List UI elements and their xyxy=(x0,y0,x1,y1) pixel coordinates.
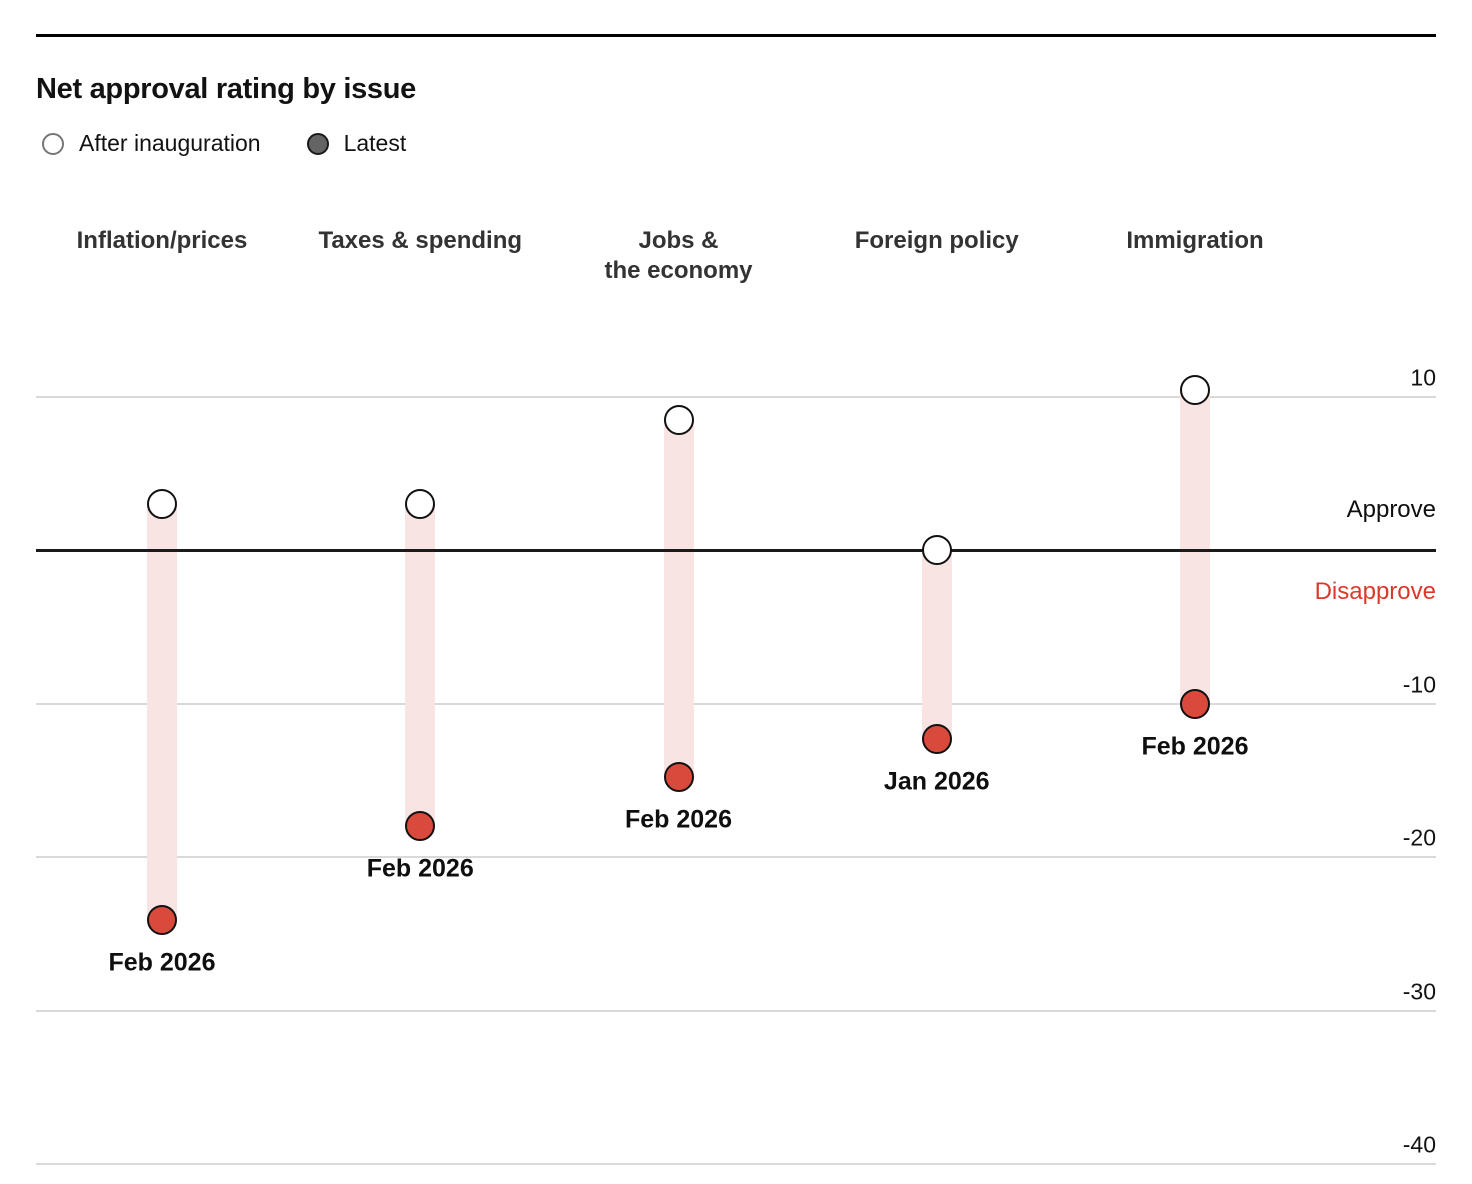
after-inauguration-dot xyxy=(1180,375,1210,406)
zero-line xyxy=(36,548,1436,552)
latest-date-label: Feb 2026 xyxy=(108,948,216,977)
category-header: Taxes & spending xyxy=(318,227,523,254)
top-rule xyxy=(36,34,1436,37)
approve-label: Approve xyxy=(1346,496,1436,523)
disapprove-label: Disapprove xyxy=(1314,578,1436,605)
y-tick-label: -30 xyxy=(1402,978,1436,1004)
latest-date-label: Jan 2026 xyxy=(883,767,990,796)
latest-date-label: Feb 2026 xyxy=(624,805,732,834)
gridline-y-40 xyxy=(36,1163,1436,1165)
latest-dot xyxy=(663,762,694,793)
latest-dot xyxy=(921,723,952,754)
range-band xyxy=(663,419,694,778)
latest-dot xyxy=(1180,688,1210,719)
category-header: Jobs & the economy xyxy=(604,227,753,285)
gridline-y-30 xyxy=(36,1009,1436,1012)
range-band xyxy=(147,503,177,920)
latest-dot xyxy=(147,904,177,935)
category-header: Foreign policy xyxy=(854,227,1019,254)
latest-dot-icon xyxy=(306,132,329,155)
legend-label-latest: Latest xyxy=(343,130,407,156)
legend-item-after-inauguration: After inauguration xyxy=(42,130,261,157)
gridline-y-20 xyxy=(36,856,1436,858)
range-band xyxy=(1180,390,1210,704)
latest-date-label: Feb 2026 xyxy=(1141,732,1249,760)
legend: After inauguration Latest xyxy=(42,130,406,157)
range-band xyxy=(921,550,952,739)
page-title: Net approval rating by issue xyxy=(36,73,416,106)
latest-date-label: Feb 2026 xyxy=(366,854,474,883)
y-tick-label: -40 xyxy=(1402,1131,1436,1158)
gridline-y-10 xyxy=(36,702,1436,705)
category-header: Inflation/prices xyxy=(76,227,248,254)
y-tick-label: -20 xyxy=(1402,824,1436,851)
after-inauguration-dot xyxy=(147,488,177,519)
legend-label-after: After inauguration xyxy=(79,130,261,156)
y-tick-label: -10 xyxy=(1402,671,1436,697)
after-inauguration-dot-icon xyxy=(42,132,64,155)
after-inauguration-dot xyxy=(921,535,952,565)
after-inauguration-dot xyxy=(663,404,694,435)
y-tick-label: 10 xyxy=(1410,364,1436,390)
category-header: Immigration xyxy=(1126,227,1264,254)
after-inauguration-dot xyxy=(405,488,436,519)
latest-dot xyxy=(405,811,436,842)
range-band xyxy=(405,503,436,827)
legend-item-latest: Latest xyxy=(306,130,407,157)
gridline-y10 xyxy=(36,395,1436,398)
